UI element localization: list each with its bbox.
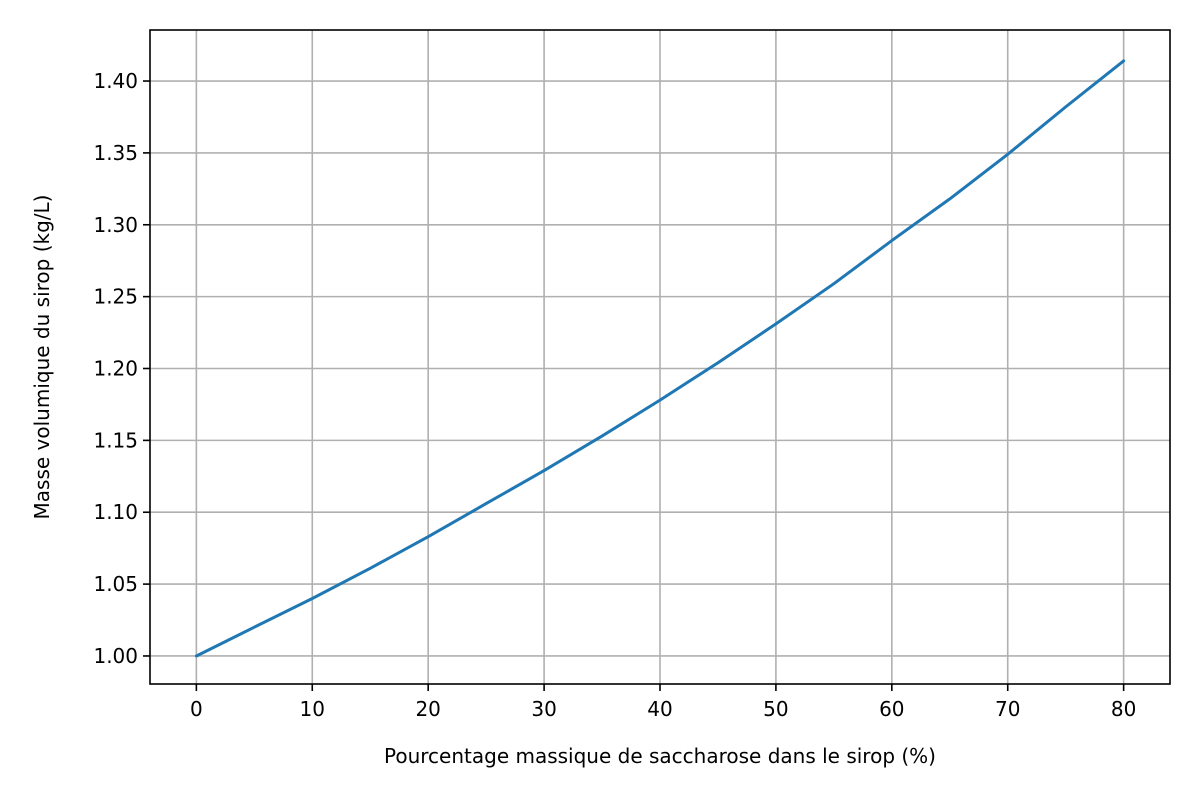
y-tick-label: 1.05: [93, 572, 138, 596]
y-tick-label: 1.25: [93, 285, 138, 309]
y-tick-label: 1.20: [93, 356, 138, 380]
y-tick-label: 1.15: [93, 428, 138, 452]
x-axis: 0 10 20 30 40 50 60 70 80: [190, 684, 1136, 721]
y-tick-label: 1.35: [93, 141, 138, 165]
y-tick-label: 1.00: [93, 644, 138, 668]
x-tick-label: 60: [879, 697, 904, 721]
y-axis: 1.00 1.05 1.10 1.15 1.20 1.25 1.30 1.35 1.40: [93, 69, 150, 668]
x-tick-label: 30: [531, 697, 556, 721]
x-tick-label: 10: [300, 697, 325, 721]
y-tick-label: 1.30: [93, 213, 138, 237]
y-tick-label: 1.40: [93, 69, 138, 93]
y-tick-label: 1.10: [93, 500, 138, 524]
series-layer: [194, 59, 1126, 658]
x-tick-label: 50: [763, 697, 788, 721]
x-axis-label: Pourcentage massique de saccharose dans …: [384, 744, 936, 768]
x-tick-label: 40: [647, 697, 672, 721]
x-tick-label: 80: [1111, 697, 1136, 721]
grid: [150, 30, 1170, 684]
x-tick-label: 70: [995, 697, 1020, 721]
x-tick-label: 20: [415, 697, 440, 721]
density-series-line: [194, 59, 1126, 658]
x-tick-label: 0: [190, 697, 203, 721]
y-axis-label: Masse volumique du sirop (kg/L): [30, 195, 54, 520]
